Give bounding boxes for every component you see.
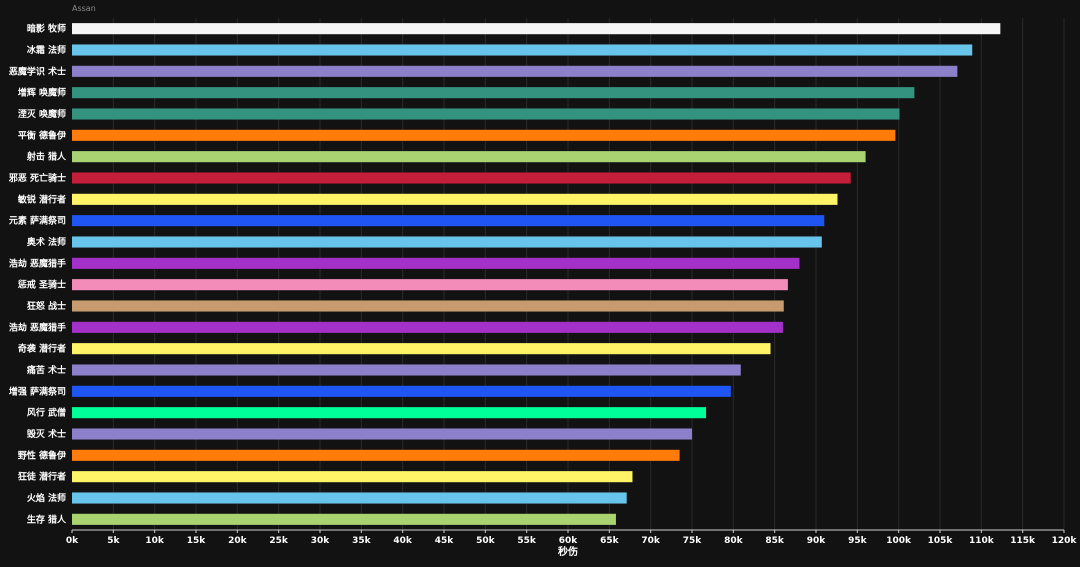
bar: [72, 236, 822, 248]
category-label: 恶魔学识 术士: [9, 65, 66, 77]
x-tick-label: 30k: [311, 536, 331, 546]
category-label: 邪恶 死亡骑士: [8, 172, 66, 184]
category-label: 痛苦 术士: [26, 364, 66, 376]
bar: [72, 428, 692, 440]
x-tick-label: 25k: [269, 536, 289, 546]
category-label: 浩劫 恶魔猎手: [9, 321, 66, 333]
category-label: 毁灭 术士: [27, 428, 66, 440]
bar: [72, 172, 851, 184]
x-tick-label: 0k: [66, 536, 79, 546]
x-tick-label: 95k: [848, 536, 868, 546]
bar: [72, 407, 707, 419]
category-label: 火焰 法师: [27, 492, 66, 504]
category-label: 奇袭 潜行者: [18, 343, 66, 355]
x-tick-label: 110k: [969, 536, 995, 546]
bar: [72, 151, 866, 163]
category-label: 狂怒 战士: [27, 300, 66, 312]
x-tick-label: 70k: [641, 536, 661, 546]
bar: [72, 513, 616, 525]
category-label: 敏锐 潜行者: [17, 193, 66, 205]
bar: [72, 108, 900, 120]
category-label: 增强 萨满祭司: [9, 385, 66, 397]
bar: [72, 321, 783, 333]
bar: [72, 279, 788, 291]
x-tick-label: 55k: [517, 536, 537, 546]
x-tick-label: 115k: [1010, 536, 1036, 546]
x-tick-label: 100k: [886, 536, 912, 546]
bar: [72, 23, 1001, 35]
x-tick-label: 40k: [393, 536, 413, 546]
x-tick-label: 90k: [807, 536, 827, 546]
x-tick-label: 45k: [435, 536, 455, 546]
x-tick-label: 65k: [600, 536, 620, 546]
bar: [72, 215, 825, 227]
bar: [72, 343, 771, 355]
chart-title: Assan: [72, 4, 96, 13]
x-tick-label: 85k: [765, 536, 785, 546]
bar: [72, 385, 731, 397]
bar: [72, 257, 800, 269]
bar: [72, 129, 896, 141]
category-label: 暗影 牧师: [27, 23, 66, 35]
category-label: 元素 萨满祭司: [9, 215, 66, 227]
category-label: 增辉 唤魔师: [18, 87, 66, 99]
x-tick-label: 10k: [145, 536, 165, 546]
category-label: 冰霜 法师: [27, 44, 66, 56]
category-label: 浩劫 恶魔猎手: [9, 257, 66, 269]
grid: [112, 18, 1065, 530]
category-label: 平衡 德鲁伊: [18, 129, 66, 141]
category-label: 生存 猎人: [27, 513, 67, 525]
category-label: 射击 猎人: [26, 151, 67, 163]
bar: [72, 492, 627, 504]
x-tick-label: 50k: [476, 536, 496, 546]
x-tick-label: 35k: [352, 536, 372, 546]
category-label: 奥术 法师: [26, 236, 66, 248]
x-axis-title: 秒伤: [558, 545, 578, 558]
x-tick-label: 80k: [724, 536, 744, 546]
bars: [72, 23, 1001, 525]
bar: [72, 65, 958, 77]
x-tick-label: 20k: [228, 536, 248, 546]
bar: [72, 364, 741, 376]
bar: [72, 193, 838, 205]
bar: [72, 44, 973, 56]
category-label: 风行 武僧: [27, 407, 66, 419]
x-axis-ticks: 0k 5k 10k 15k 20k 25k 30k 35k 40k 45k 50k 55k 60k 65k…: [66, 530, 1078, 546]
x-tick-label: 5k: [107, 536, 120, 546]
category-label: 湮灭 唤魔师: [18, 108, 66, 120]
x-tick-label: 75k: [683, 536, 703, 546]
x-tick-label: 15k: [187, 536, 207, 546]
bar: [72, 449, 680, 461]
x-tick-label: 105k: [928, 536, 954, 546]
bar: [72, 87, 915, 99]
category-label: 狂徒 潜行者: [18, 471, 66, 483]
x-tick-label: 120k: [1052, 536, 1078, 546]
bar: [72, 471, 633, 483]
category-label: 惩戒 圣骑士: [18, 279, 66, 291]
bar: [72, 300, 784, 312]
category-label: 野性 德鲁伊: [18, 449, 66, 461]
x-tick-label: 60k: [559, 536, 579, 546]
